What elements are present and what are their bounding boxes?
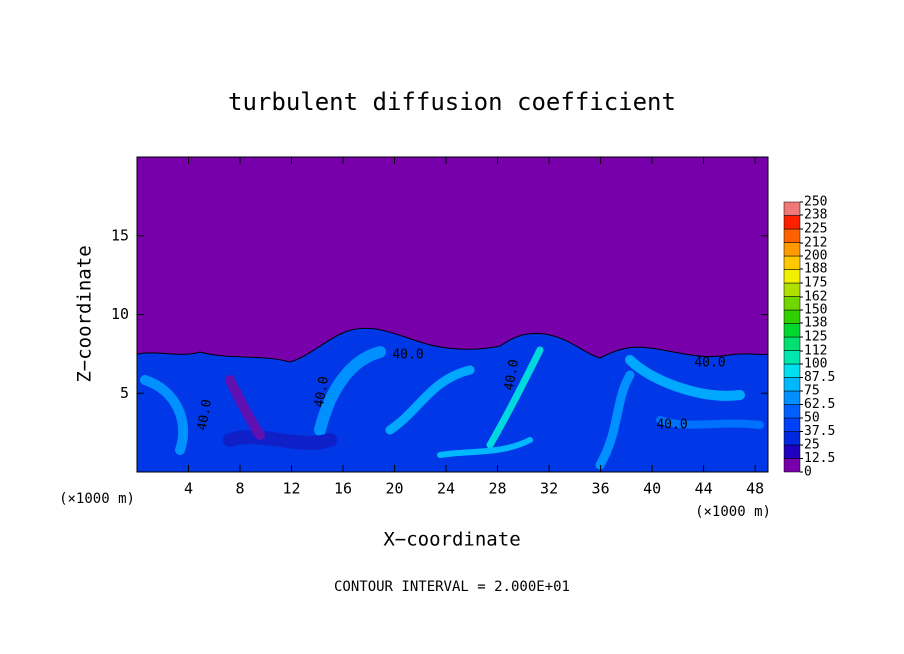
colorbar-bin	[783, 201, 801, 216]
footer-note: CONTOUR INTERVAL = 2.000E+01	[334, 579, 570, 595]
x-tick-label: 44	[695, 480, 713, 498]
colorbar-bin	[783, 363, 801, 378]
x-tick-label: 8	[236, 480, 245, 498]
x-unit-left: (×1000 m)	[59, 491, 135, 507]
colorbar-bin	[783, 458, 801, 473]
colorbar-label: 238	[804, 207, 827, 222]
colorbar-label: 112	[804, 344, 827, 359]
colorbar-label: 188	[804, 261, 827, 276]
colorbar-bin	[783, 377, 801, 392]
colorbar-bin	[783, 350, 801, 365]
colorbar-label: 37.5	[804, 424, 835, 439]
x-tick-label: 28	[489, 480, 507, 498]
colorbar-bin	[783, 296, 801, 311]
y-tick-label: 15	[111, 226, 129, 244]
colorbar-label: 62.5	[804, 397, 835, 412]
colorbar-bin	[783, 309, 801, 324]
x-axis-label: X−coordinate	[383, 529, 520, 551]
contour-label: 40.0	[312, 375, 332, 408]
contour-label: 40.0	[195, 398, 215, 431]
contour-label: 40.0	[656, 418, 687, 433]
colorbar-label: 100	[804, 357, 827, 372]
colorbar-bin	[783, 404, 801, 419]
colorbar-bin	[783, 323, 801, 338]
colorbar-label: 125	[804, 330, 827, 345]
y-axis-label: Z−coordinate	[74, 245, 96, 382]
x-tick-label: 16	[334, 480, 352, 498]
colorbar-label: 150	[804, 303, 827, 318]
colorbar-label: 162	[804, 290, 827, 305]
colorbar-label: 200	[804, 249, 827, 264]
colorbar-label: 12.5	[804, 451, 835, 466]
colorbar-label: 250	[804, 195, 827, 210]
colorbar-label: 25	[804, 438, 820, 453]
x-tick-label: 48	[746, 480, 764, 498]
colorbar-label: 50	[804, 411, 820, 426]
colorbar-bin	[783, 336, 801, 351]
x-tick-label: 24	[437, 480, 455, 498]
x-tick-label: 36	[592, 480, 610, 498]
contour-label: 40.0	[694, 356, 725, 371]
x-unit-right: (×1000 m)	[695, 504, 771, 520]
colorbar-label: 212	[804, 236, 827, 251]
colorbar-label: 138	[804, 315, 827, 330]
x-tick-label: 40	[643, 480, 661, 498]
colorbar-bin	[783, 431, 801, 446]
colorbar-bin	[783, 215, 801, 230]
y-tick-label: 10	[111, 305, 129, 323]
x-tick-label: 20	[386, 480, 404, 498]
x-tick-label: 32	[540, 480, 558, 498]
field	[136, 157, 769, 473]
colorbar-bin	[783, 269, 801, 284]
x-tick-label: 4	[184, 480, 193, 498]
x-tick-label: 12	[282, 480, 300, 498]
colorbar-bin	[783, 255, 801, 270]
colorbar-bin	[783, 417, 801, 432]
colorbar-label: 225	[804, 222, 827, 237]
colorbar-bin	[783, 228, 801, 243]
colorbar-label: 75	[804, 384, 820, 399]
colorbar-bin	[783, 444, 801, 459]
colorbar-label: 0	[804, 465, 812, 480]
y-tick-label: 5	[120, 384, 129, 402]
colorbar-bin	[783, 390, 801, 405]
colorbar-label: 175	[804, 276, 827, 291]
contour-label: 40.0	[502, 358, 522, 391]
contour-label: 40.0	[392, 348, 423, 363]
chart-title: turbulent diffusion coefficient	[228, 88, 676, 116]
colorbar-bin	[783, 282, 801, 297]
swirls	[140, 346, 764, 470]
colorbar-bin	[783, 242, 801, 257]
colorbar-label: 87.5	[804, 370, 835, 385]
